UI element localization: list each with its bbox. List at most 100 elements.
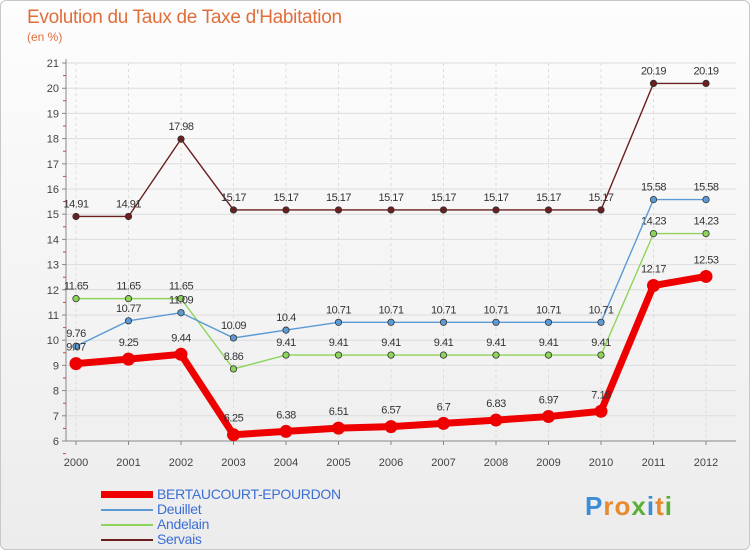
data-point-bertaucourt-epourdon — [279, 424, 293, 438]
data-label-deuillet: 10.71 — [588, 304, 613, 316]
data-point-andelain — [597, 351, 605, 359]
data-point-servais — [72, 212, 80, 221]
legend-label: BERTAUCOURT-EPOURDON — [157, 486, 341, 502]
data-point-andelain — [229, 365, 238, 373]
data-point-bertaucourt-epourdon — [542, 410, 555, 424]
y-tick-label: 18 — [47, 134, 59, 146]
data-label-deuillet: 10.77 — [116, 303, 141, 315]
logo-letter: o — [614, 491, 632, 521]
logo-letter: r — [603, 491, 615, 521]
data-label-deuillet: 10.71 — [536, 304, 561, 316]
data-point-servais — [597, 206, 605, 214]
data-point-servais — [334, 206, 343, 214]
data-label-deuillet: 10.09 — [221, 320, 246, 332]
data-label-bertaucourt-epourdon: 6.7 — [437, 401, 451, 413]
data-point-bertaucourt-epourdon — [69, 357, 83, 371]
data-label-andelain: 9.41 — [276, 337, 296, 349]
data-label-andelain: 9.41 — [329, 337, 349, 349]
data-point-andelain — [649, 230, 658, 238]
data-point-servais — [387, 206, 395, 214]
data-label-bertaucourt-epourdon: 7.18 — [591, 389, 611, 401]
x-tick-label: 2004 — [274, 457, 298, 469]
data-label-servais: 20.19 — [693, 65, 718, 77]
data-label-servais: 15.17 — [221, 192, 246, 204]
data-label-deuillet: 10.71 — [378, 304, 403, 316]
data-point-servais — [229, 206, 238, 214]
y-tick-label: 20 — [47, 83, 59, 95]
data-point-servais — [544, 206, 553, 214]
y-tick-label: 16 — [47, 184, 59, 196]
data-point-bertaucourt-epourdon — [489, 413, 503, 427]
data-label-deuillet: 15.58 — [641, 182, 666, 194]
data-label-deuillet: 9.76 — [66, 328, 86, 340]
x-tick-label: 2001 — [116, 457, 140, 469]
data-label-bertaucourt-epourdon: 12.53 — [693, 254, 718, 266]
y-tick-label: 6 — [53, 436, 59, 448]
data-label-servais: 14.91 — [116, 198, 141, 210]
data-point-servais — [282, 206, 290, 214]
y-tick-label: 9 — [53, 360, 59, 372]
data-point-bertaucourt-epourdon — [174, 347, 188, 361]
data-point-bertaucourt-epourdon — [594, 404, 608, 418]
data-point-servais — [649, 79, 658, 88]
logo-letter: P — [585, 491, 604, 521]
data-label-deuillet: 10.71 — [483, 304, 508, 316]
x-tick-label: 2000 — [64, 457, 88, 469]
legend-label: Deuillet — [157, 501, 202, 517]
data-label-servais: 15.17 — [326, 192, 351, 204]
y-tick-label: 19 — [47, 108, 59, 120]
y-tick-label: 7 — [53, 411, 59, 423]
data-point-andelain — [439, 351, 448, 359]
data-point-servais — [439, 206, 448, 214]
data-label-deuillet: 10.71 — [326, 304, 351, 316]
chart-title: Evolution du Taux de Taxe d'Habitation — [27, 7, 342, 28]
data-label-bertaucourt-epourdon: 6.97 — [539, 395, 559, 407]
legend-label: Andelain — [157, 516, 210, 532]
data-label-servais: 15.17 — [273, 192, 298, 204]
x-tick-label: 2003 — [221, 457, 245, 469]
data-label-servais: 17.98 — [168, 121, 193, 133]
data-point-andelain — [177, 295, 185, 303]
data-point-servais — [177, 135, 185, 143]
data-label-andelain: 14.23 — [693, 216, 718, 228]
data-point-deuillet — [177, 309, 185, 317]
data-point-servais — [124, 212, 133, 221]
data-label-bertaucourt-epourdon: 6.57 — [381, 405, 401, 417]
data-point-deuillet — [544, 318, 553, 326]
data-point-andelain — [544, 351, 553, 359]
data-point-bertaucourt-epourdon — [332, 421, 345, 435]
data-point-servais — [492, 206, 500, 214]
x-tick-label: 2012 — [694, 457, 718, 469]
data-label-servais: 15.17 — [483, 192, 508, 204]
data-point-deuillet — [492, 318, 500, 326]
data-label-deuillet: 15.58 — [693, 182, 718, 194]
data-label-andelain: 9.41 — [434, 337, 454, 349]
x-tick-label: 2006 — [379, 457, 403, 469]
data-label-bertaucourt-epourdon: 9.44 — [171, 332, 191, 344]
x-tick-label: 2002 — [169, 457, 193, 469]
data-label-andelain: 9.41 — [381, 337, 401, 349]
y-tick-label: 10 — [47, 335, 59, 347]
y-tick-label: 13 — [47, 260, 59, 272]
data-label-deuillet: 10.4 — [276, 312, 296, 324]
chart-subtitle: (en %) — [27, 30, 63, 44]
data-label-andelain: 8.86 — [224, 351, 244, 363]
x-tick-label: 2005 — [326, 457, 350, 469]
data-point-andelain — [124, 295, 133, 303]
data-label-andelain: 9.41 — [539, 337, 559, 349]
data-label-bertaucourt-epourdon: 6.83 — [486, 398, 506, 410]
data-label-bertaucourt-epourdon: 12.17 — [641, 264, 666, 276]
data-label-andelain: 11.65 — [169, 281, 194, 293]
data-label-andelain: 9.41 — [486, 337, 506, 349]
data-point-deuillet — [72, 342, 80, 350]
data-label-servais: 20.19 — [641, 65, 666, 77]
y-tick-label: 15 — [47, 209, 59, 221]
data-point-andelain — [702, 230, 710, 238]
legend-swatch — [101, 491, 153, 498]
data-point-bertaucourt-epourdon — [227, 428, 240, 442]
x-tick-label: 2011 — [642, 457, 666, 469]
data-label-deuillet: 11.09 — [169, 295, 194, 307]
data-point-bertaucourt-epourdon — [384, 420, 398, 434]
